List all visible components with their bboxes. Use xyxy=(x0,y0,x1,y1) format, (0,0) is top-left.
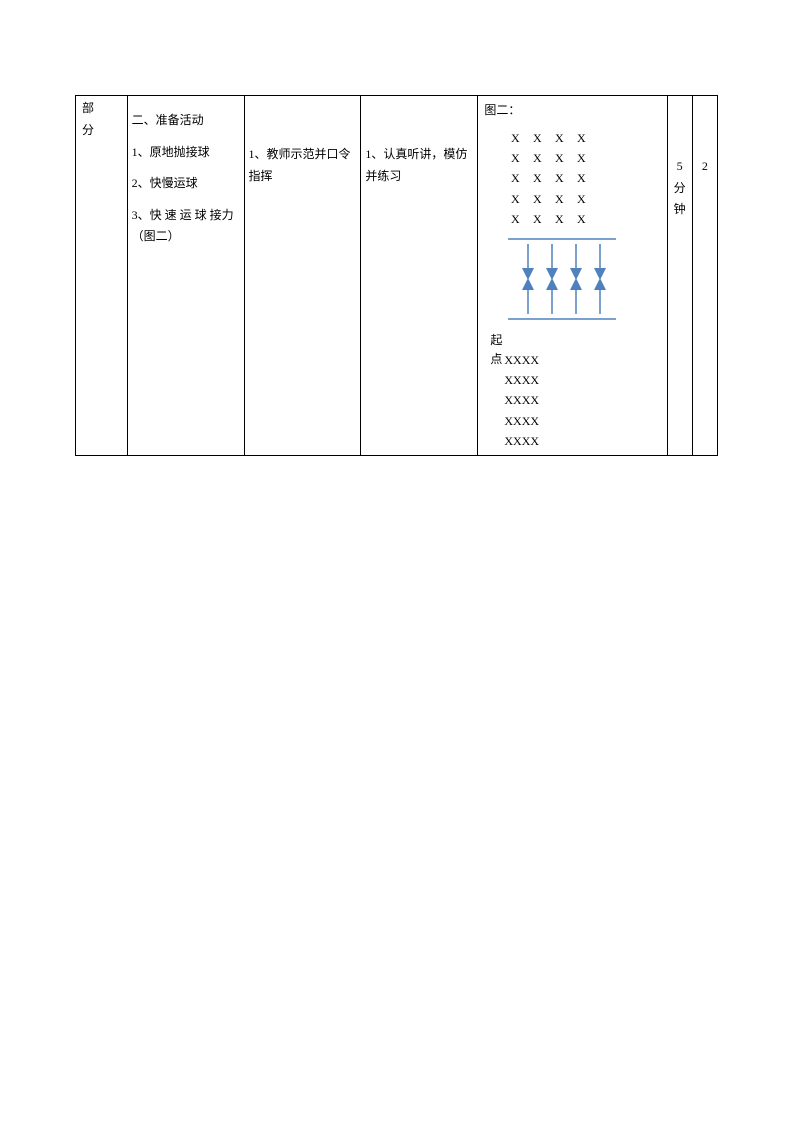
formation-row: XXXX xyxy=(504,168,660,188)
time-unit-1: 分 xyxy=(670,178,690,200)
formation-x: X xyxy=(513,414,522,428)
formation-row: XXXX xyxy=(504,431,660,451)
formation-x: X xyxy=(513,353,522,367)
formation-row: XXXX xyxy=(504,390,660,410)
section-label-cell: 部 分 xyxy=(76,96,128,456)
formation-x: X xyxy=(504,434,513,448)
time-value: 5 xyxy=(670,156,690,178)
formation-x: X xyxy=(513,373,522,387)
formation-x: X xyxy=(504,373,513,387)
content-heading: 二、准备活动 xyxy=(132,110,240,132)
formation-x: X xyxy=(504,209,526,229)
formation-x: X xyxy=(513,434,522,448)
formation-row: XXXX xyxy=(504,411,660,431)
content-item-3: 3、快 速 运 球 接力 （图二） xyxy=(132,205,240,248)
student-cell: 1、认真听讲，模仿并练习 xyxy=(361,96,478,456)
relay-arrows-diagram xyxy=(500,234,620,324)
intensity-cell: 2 xyxy=(692,96,717,456)
formation-x: X xyxy=(504,148,526,168)
formation-x: X xyxy=(504,393,513,407)
formation-bottom: XXXXXXXXXXXXXXXXXXXX xyxy=(504,350,660,452)
formation-x: X xyxy=(530,353,539,367)
formation-row: XXXX xyxy=(504,189,660,209)
formation-x: X xyxy=(504,168,526,188)
section-char-1: 部 xyxy=(82,98,121,120)
formation-x: X xyxy=(570,148,592,168)
formation-x: X xyxy=(570,189,592,209)
diagram-cell: 图二： XXXXXXXXXXXXXXXXXXXX 起 点 XXXXXXXXXXX… xyxy=(478,96,667,456)
formation-x: X xyxy=(504,189,526,209)
formation-row: XXXX xyxy=(504,148,660,168)
formation-x: X xyxy=(526,168,548,188)
formation-x: X xyxy=(526,148,548,168)
formation-row: XXXX xyxy=(504,209,660,229)
formation-row: XXXX xyxy=(504,128,660,148)
formation-x: X xyxy=(530,434,539,448)
teacher-item-1: 1、教师示范并口令指挥 xyxy=(249,144,357,187)
lesson-plan-table: 部 分 二、准备活动 1、原地抛接球 2、快慢运球 3、快 速 运 球 接力 （… xyxy=(75,95,718,456)
formation-x: X xyxy=(504,414,513,428)
section-char-2: 分 xyxy=(82,120,121,142)
formation-x: X xyxy=(526,128,548,148)
teacher-cell: 1、教师示范并口令指挥 xyxy=(244,96,361,456)
formation-x: X xyxy=(530,373,539,387)
formation-x: X xyxy=(530,393,539,407)
formation-x: X xyxy=(526,189,548,209)
formation-x: X xyxy=(548,148,570,168)
student-item-1: 1、认真听讲，模仿并练习 xyxy=(365,144,473,187)
content-item-1: 1、原地抛接球 xyxy=(132,142,240,164)
formation-x: X xyxy=(504,353,513,367)
formation-x: X xyxy=(548,209,570,229)
formation-x: X xyxy=(570,209,592,229)
intensity-value: 2 xyxy=(702,159,708,173)
formation-x: X xyxy=(513,393,522,407)
formation-x: X xyxy=(570,168,592,188)
formation-x: X xyxy=(530,414,539,428)
diagram-title: 图二： xyxy=(484,100,660,122)
formation-x: X xyxy=(548,128,570,148)
formation-x: X xyxy=(526,209,548,229)
time-cell: 5 分 钟 xyxy=(667,96,692,456)
time-unit-2: 钟 xyxy=(670,199,690,221)
formation-x: X xyxy=(548,168,570,188)
formation-x: X xyxy=(504,128,526,148)
formation-row: XXXX xyxy=(504,370,660,390)
formation-top: XXXXXXXXXXXXXXXXXXXX xyxy=(504,128,660,230)
content-item-2: 2、快慢运球 xyxy=(132,173,240,195)
formation-x: X xyxy=(548,189,570,209)
content-cell: 二、准备活动 1、原地抛接球 2、快慢运球 3、快 速 运 球 接力 （图二） xyxy=(127,96,244,456)
formation-x: X xyxy=(570,128,592,148)
formation-row: XXXX xyxy=(504,350,660,370)
